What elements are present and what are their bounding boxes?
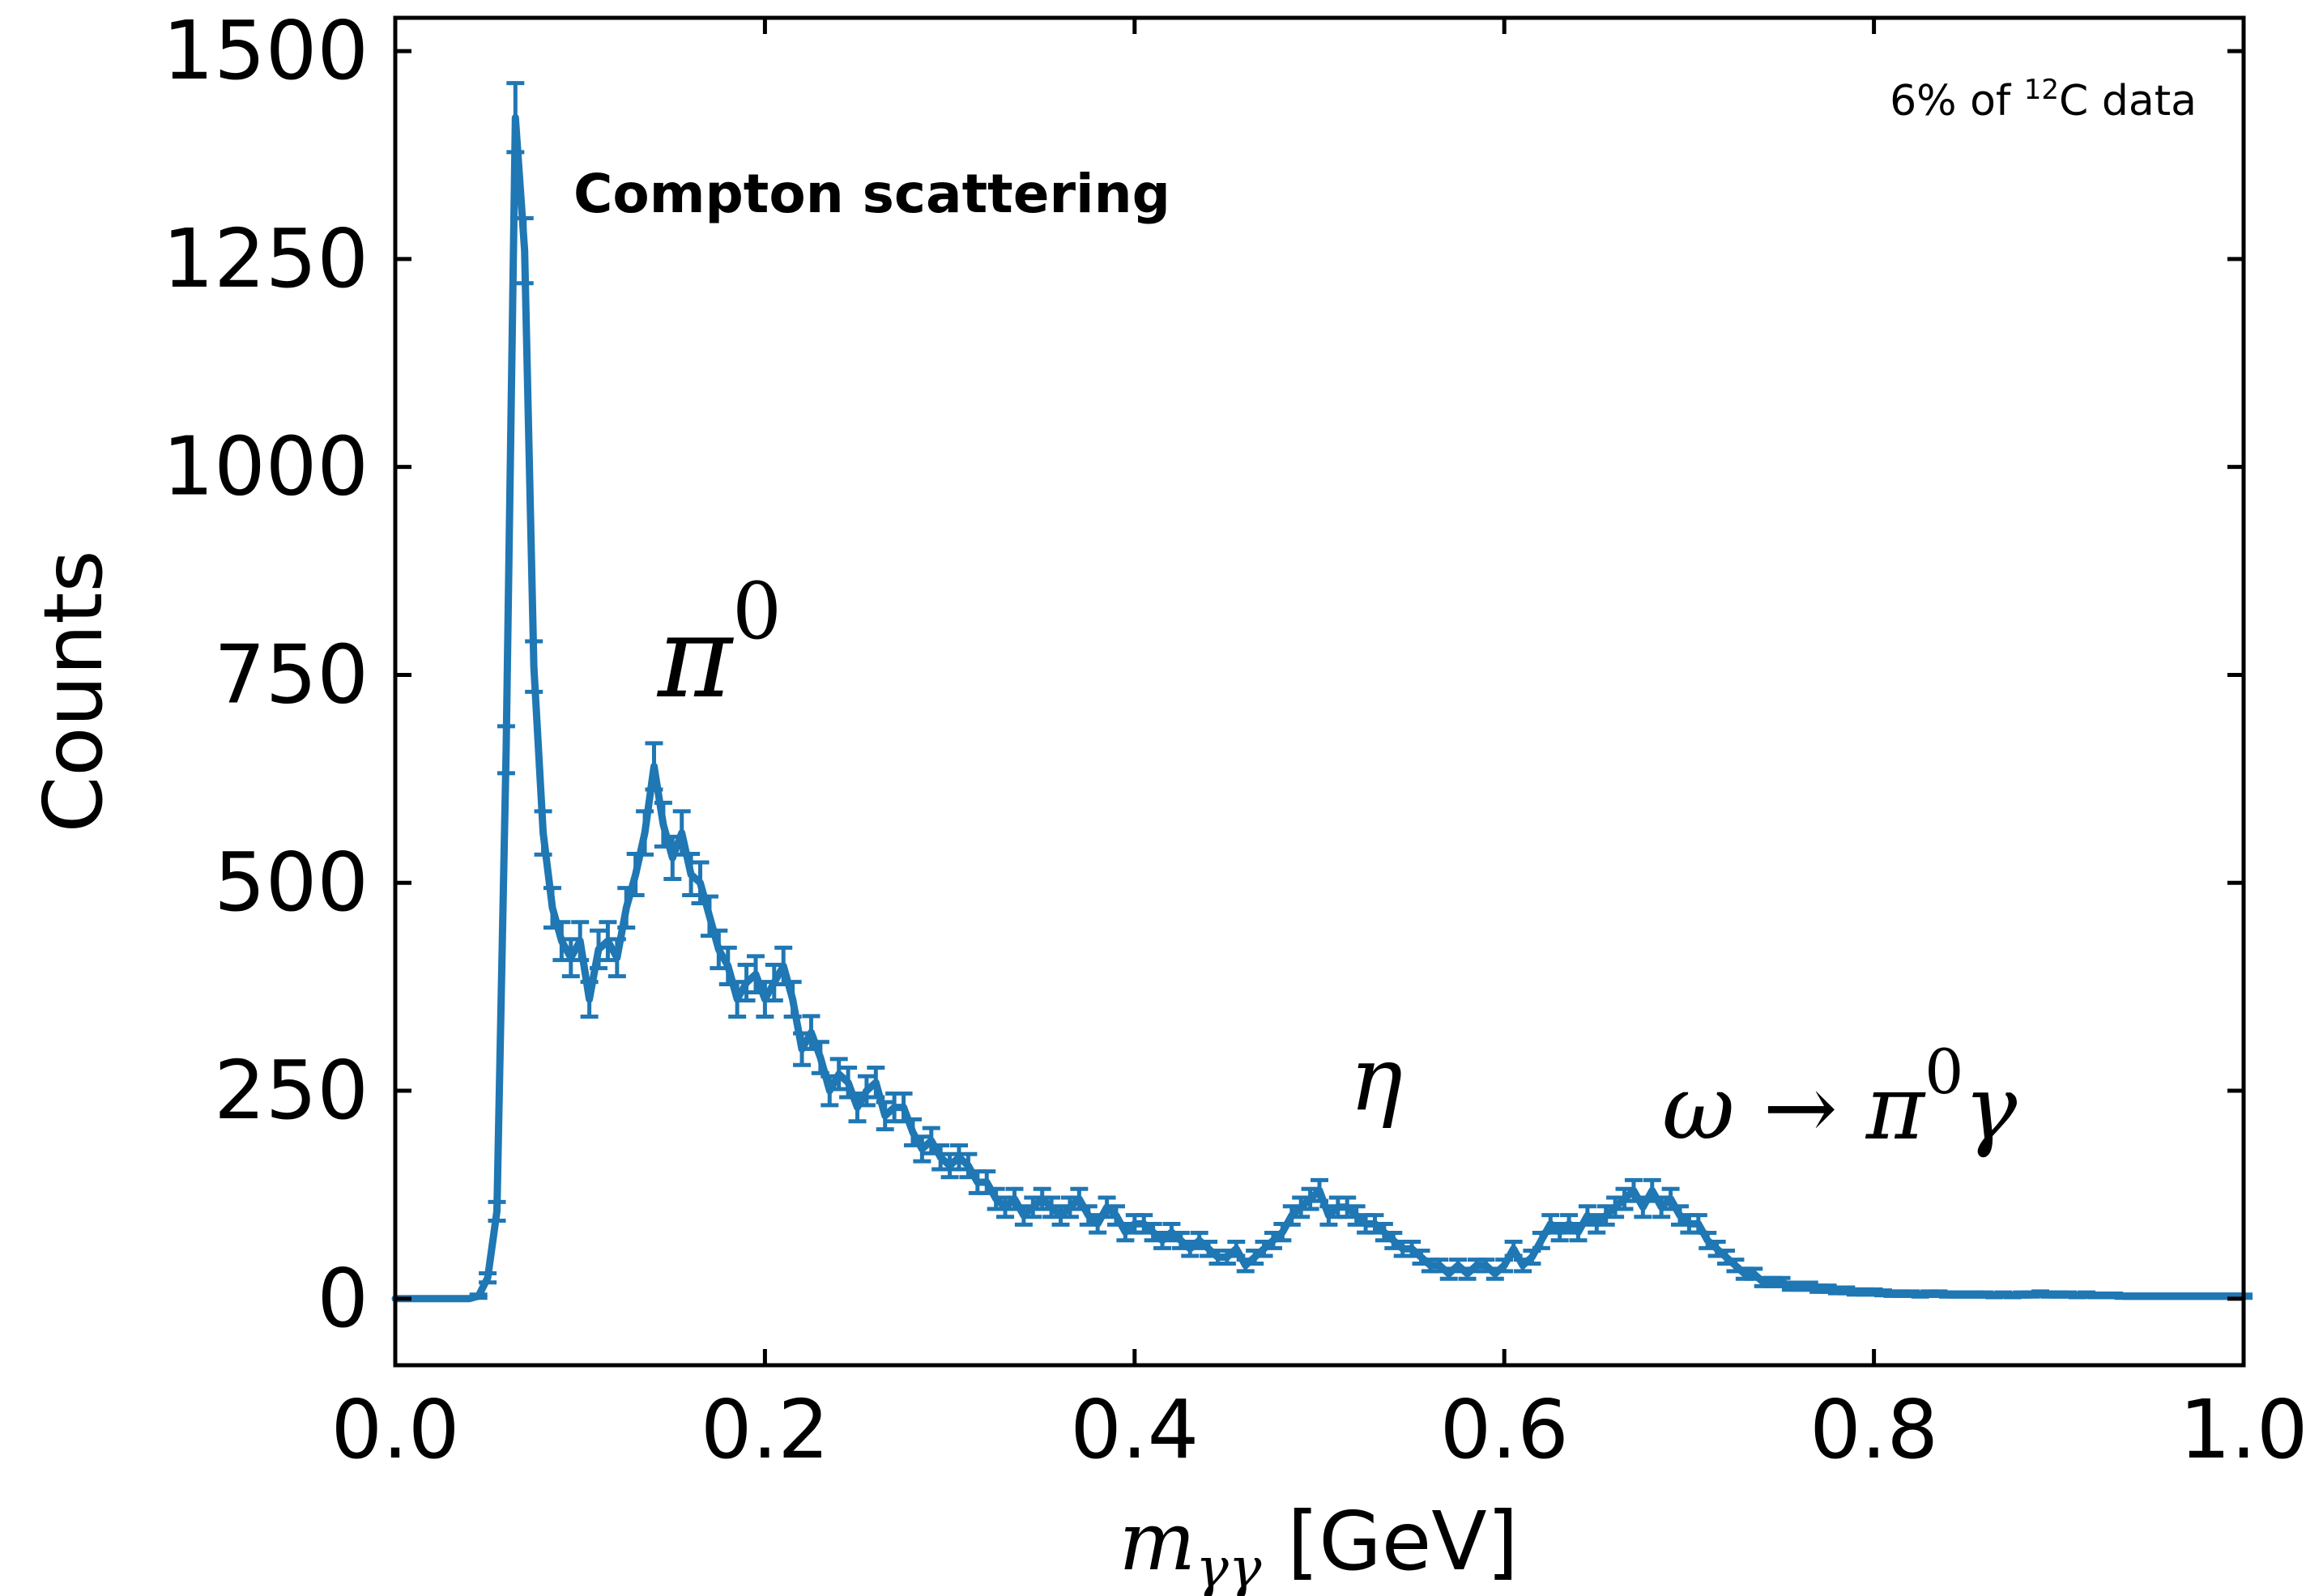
x-axis-title-sub: γγ xyxy=(1196,1537,1262,1596)
x-tick-label: 1.0 xyxy=(2179,1382,2308,1477)
annotation-eta: η xyxy=(1349,1027,1403,1130)
omega-superscript: 0 xyxy=(1924,1036,1963,1108)
omega-decay: ω → π xyxy=(1662,1056,1926,1160)
subset-suffix: C data xyxy=(2059,77,2197,126)
subset-prefix: 6% of xyxy=(1890,77,2024,126)
y-tick-label: 1000 xyxy=(163,419,369,514)
x-axis-title: mγγ [GeV] xyxy=(1119,1494,1518,1596)
annotation-pi0: π0 xyxy=(656,566,782,724)
x-axis-title-var: m xyxy=(1119,1494,1196,1589)
y-tick-label: 750 xyxy=(214,627,369,721)
y-tick-label: 1500 xyxy=(163,3,369,98)
plot-frame xyxy=(393,15,2246,1368)
x-tick-label: 0.4 xyxy=(1070,1382,1199,1477)
data-layer xyxy=(391,81,2253,1303)
annotation-omega: ω → π0γ xyxy=(1662,1036,2017,1160)
annotation-compton: Compton scattering xyxy=(573,163,1170,225)
y-tick-label: 1250 xyxy=(163,211,369,306)
y-tick-label: 0 xyxy=(317,1251,369,1346)
omega-gamma: γ xyxy=(1963,1056,2017,1160)
subset-superscript: 12 xyxy=(2024,74,2059,106)
series-line xyxy=(391,113,2248,1303)
tick-layer: 0.0 0.2 0.4 0.6 0.8 1.0 0 250 500 750 1000 1250 1500 xyxy=(163,3,2308,1477)
x-axis-title-unit: [GeV] xyxy=(1261,1494,1518,1589)
x-tick-label: 0.2 xyxy=(701,1382,829,1477)
y-tick-label: 500 xyxy=(214,835,369,930)
annotation-data-subset: 6% of 12C data xyxy=(1890,74,2197,126)
pi0-superscript: 0 xyxy=(732,566,782,657)
pi0-symbol: π xyxy=(656,592,735,724)
y-axis-title: Counts xyxy=(26,550,121,832)
x-tick-label: 0.0 xyxy=(330,1382,459,1477)
x-tick-label: 0.6 xyxy=(1440,1382,1569,1477)
y-tick-label: 250 xyxy=(214,1043,369,1138)
x-tick-label: 0.8 xyxy=(1809,1382,1938,1477)
